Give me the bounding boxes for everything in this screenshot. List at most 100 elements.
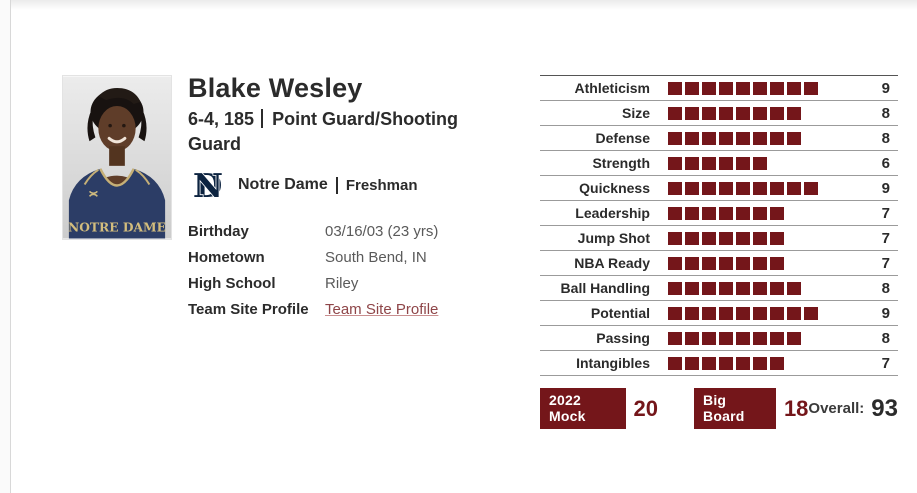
rating-square: [736, 81, 750, 95]
rating-square: [668, 206, 682, 220]
overall-wrap: Overall: 93: [808, 395, 898, 423]
player-photo-illustration: NOTRE DAME: [63, 76, 171, 239]
rating-square: [702, 106, 716, 120]
rating-value: 7: [881, 204, 890, 222]
rating-row: Defense 8: [540, 126, 898, 151]
rating-square: [719, 181, 733, 195]
player-info-block: Blake Wesley 6-4, 185 Point Guard/Shootin…: [188, 72, 493, 322]
rating-bar: [668, 81, 818, 95]
rating-square: [787, 81, 801, 95]
rating-bar: [668, 181, 818, 195]
rating-square: [702, 306, 716, 320]
team-name: Notre Dame: [238, 176, 328, 193]
rating-label: Potential: [590, 305, 650, 321]
rating-square: [736, 156, 750, 170]
rating-square: [685, 306, 699, 320]
rating-square: [668, 306, 682, 320]
rating-square: [770, 231, 784, 245]
rating-square: [770, 181, 784, 195]
team-divider: [335, 176, 338, 194]
rating-square: [770, 306, 784, 320]
bio-label: Birthday: [188, 222, 249, 240]
rating-square: [719, 356, 733, 370]
rating-row: Potential 9: [540, 301, 898, 326]
rating-square: [753, 106, 767, 120]
rating-value: 9: [881, 304, 890, 322]
rating-square: [702, 281, 716, 295]
rating-square: [736, 206, 750, 220]
rating-square: [685, 81, 699, 95]
bio-label: High School: [188, 274, 276, 292]
team-site-profile-link[interactable]: Team Site Profile: [325, 300, 439, 318]
rating-square: [685, 256, 699, 270]
rating-bar: [668, 256, 784, 270]
bio-label: Team Site Profile: [188, 300, 309, 318]
rating-square: [736, 356, 750, 370]
team-row: D N Notre Dame Freshman: [188, 165, 493, 205]
rating-square: [668, 106, 682, 120]
rating-value: 8: [881, 329, 890, 347]
rating-square: [804, 181, 818, 195]
rating-square: [702, 181, 716, 195]
rating-label: Intangibles: [576, 355, 650, 371]
rating-square: [753, 81, 767, 95]
rating-square: [719, 331, 733, 345]
rating-label: Size: [621, 105, 650, 121]
rating-square: [804, 81, 818, 95]
rating-square: [668, 181, 682, 195]
big-board-value: 18: [783, 395, 809, 421]
rating-label: Passing: [596, 330, 650, 346]
player-position: Point Guard/Shooting Guard: [188, 109, 459, 154]
rating-square: [719, 106, 733, 120]
notre-dame-logo-icon: D N: [192, 165, 224, 205]
rating-square: [770, 356, 784, 370]
rating-row: Leadership 7: [540, 201, 898, 226]
rating-bar: [668, 131, 801, 145]
rating-square: [719, 206, 733, 220]
rating-square: [770, 131, 784, 145]
mock-badge: 2022 Mock: [540, 388, 626, 429]
rating-square: [685, 131, 699, 145]
rating-bar: [668, 231, 784, 245]
player-measurements: 6-4, 185: [188, 109, 255, 129]
player-name: Blake Wesley: [188, 73, 363, 103]
rating-square: [719, 156, 733, 170]
rating-square: [753, 231, 767, 245]
rating-bar: [668, 106, 801, 120]
rating-label: Jump Shot: [577, 230, 650, 246]
rating-square: [668, 356, 682, 370]
overall-label: Overall:: [808, 400, 865, 417]
rating-square: [787, 281, 801, 295]
rating-row: Size 8: [540, 101, 898, 126]
rating-square: [736, 106, 750, 120]
rating-square: [787, 181, 801, 195]
rating-value: 7: [881, 229, 890, 247]
ratings-table: Athleticism 9 Size 8 Defense 8 Strength 6 Quickn…: [540, 75, 898, 376]
rating-square: [685, 156, 699, 170]
rating-square: [753, 156, 767, 170]
rating-square: [685, 106, 699, 120]
rating-value: 8: [881, 104, 890, 122]
rating-square: [702, 81, 716, 95]
rating-square: [685, 231, 699, 245]
rating-square: [719, 81, 733, 95]
rating-square: [719, 306, 733, 320]
bio-row: Hometown South Bend, IN: [188, 244, 493, 270]
rating-row: Passing 8: [540, 326, 898, 351]
bio-row: Team Site Profile Team Site Profile: [188, 296, 493, 322]
rating-square: [787, 106, 801, 120]
rating-value: 9: [881, 179, 890, 197]
rating-square: [702, 231, 716, 245]
bio-rows: Birthday 03/16/03 (23 yrs) Hometown South B…: [188, 218, 493, 322]
rating-row: Ball Handling 8: [540, 276, 898, 301]
overall-value: 93: [871, 394, 898, 422]
rating-square: [770, 331, 784, 345]
rating-label: NBA Ready: [574, 255, 650, 271]
player-photo: NOTRE DAME: [62, 75, 172, 240]
rating-square: [702, 206, 716, 220]
rating-bar: [668, 356, 784, 370]
rating-square: [753, 331, 767, 345]
rating-square: [753, 181, 767, 195]
rating-square: [753, 131, 767, 145]
